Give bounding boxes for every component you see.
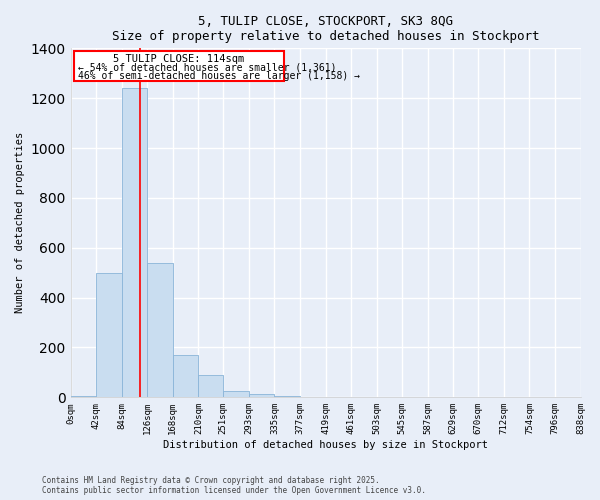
Bar xyxy=(74,51,284,81)
Text: 5 TULIP CLOSE: 114sqm: 5 TULIP CLOSE: 114sqm xyxy=(113,54,244,64)
X-axis label: Distribution of detached houses by size in Stockport: Distribution of detached houses by size … xyxy=(163,440,488,450)
Bar xyxy=(223,391,249,398)
Bar xyxy=(274,396,300,398)
Text: ← 54% of detached houses are smaller (1,361): ← 54% of detached houses are smaller (1,… xyxy=(79,63,337,73)
Bar xyxy=(122,88,147,398)
Text: 46% of semi-detached houses are larger (1,158) →: 46% of semi-detached houses are larger (… xyxy=(79,71,361,81)
Text: Contains HM Land Registry data © Crown copyright and database right 2025.
Contai: Contains HM Land Registry data © Crown c… xyxy=(42,476,426,495)
Bar xyxy=(173,355,199,398)
Bar xyxy=(199,375,223,398)
Title: 5, TULIP CLOSE, STOCKPORT, SK3 8QG
Size of property relative to detached houses : 5, TULIP CLOSE, STOCKPORT, SK3 8QG Size … xyxy=(112,15,539,43)
Bar xyxy=(249,394,274,398)
Bar xyxy=(147,262,173,398)
Y-axis label: Number of detached properties: Number of detached properties xyxy=(15,132,25,314)
Bar xyxy=(71,396,96,398)
Bar xyxy=(96,272,122,398)
